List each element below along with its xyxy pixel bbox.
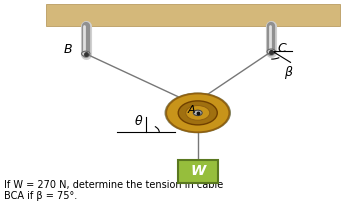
Circle shape	[166, 94, 229, 132]
Bar	[46, 4, 340, 26]
Text: W: W	[190, 164, 205, 178]
Circle shape	[267, 49, 275, 54]
Text: B: B	[64, 43, 72, 56]
Circle shape	[82, 51, 90, 56]
Text: If W = 270 N, determine the tension in cable
BCA if β = 75°.: If W = 270 N, determine the tension in c…	[4, 180, 223, 201]
Text: $\theta$: $\theta$	[134, 114, 143, 129]
Text: A: A	[188, 105, 196, 115]
Circle shape	[193, 110, 202, 116]
Circle shape	[164, 92, 231, 133]
Circle shape	[178, 101, 217, 125]
Text: C: C	[277, 42, 286, 55]
Text: $\beta$: $\beta$	[284, 63, 294, 81]
Circle shape	[186, 106, 210, 120]
Bar	[177, 160, 218, 183]
